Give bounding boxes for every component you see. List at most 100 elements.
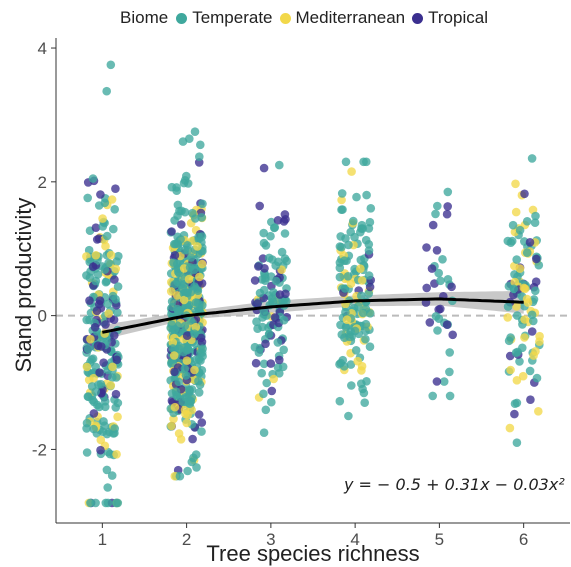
- point-temperate: [364, 271, 374, 280]
- point-temperate: [267, 397, 276, 407]
- point-temperate: [113, 308, 122, 317]
- point-mediterranean: [107, 195, 117, 204]
- point-temperate: [197, 232, 207, 241]
- point-temperate: [83, 392, 93, 401]
- point-mediterranean: [169, 351, 179, 360]
- point-temperate: [99, 417, 108, 426]
- point-temperate: [351, 346, 361, 355]
- x-tick-label: 4: [350, 530, 359, 549]
- point-temperate: [346, 360, 356, 369]
- point-mediterranean: [515, 264, 525, 273]
- point-temperate: [102, 231, 112, 241]
- point-tropical: [89, 409, 99, 418]
- point-temperate: [273, 338, 283, 347]
- point-temperate: [362, 377, 371, 386]
- point-temperate: [361, 319, 371, 329]
- x-tick-label: 5: [435, 530, 444, 549]
- point-tropical: [532, 254, 541, 264]
- point-tropical: [92, 235, 102, 244]
- point-temperate: [180, 176, 190, 185]
- point-temperate: [175, 471, 185, 481]
- legend-swatch-tropical: [412, 12, 424, 24]
- point-mediterranean: [518, 371, 528, 381]
- point-mediterranean: [519, 283, 529, 293]
- point-temperate: [258, 322, 267, 332]
- point-temperate: [91, 498, 100, 508]
- point-mediterranean: [183, 410, 192, 420]
- axes-layer: -2 0 2 4 1 2 3 4 5 6: [32, 38, 570, 549]
- x-tick-label: 6: [519, 530, 528, 549]
- point-temperate: [195, 152, 204, 161]
- point-tropical: [428, 220, 438, 230]
- point-mediterranean: [91, 251, 101, 260]
- point-temperate: [358, 224, 368, 233]
- point-tropical: [90, 323, 100, 332]
- point-temperate: [261, 405, 271, 415]
- point-tropical: [196, 333, 206, 343]
- point-temperate: [433, 201, 442, 211]
- point-temperate: [532, 373, 542, 383]
- point-mediterranean: [357, 366, 366, 375]
- point-temperate: [341, 157, 351, 167]
- point-temperate: [344, 240, 353, 250]
- point-temperate: [364, 289, 374, 298]
- point-temperate: [522, 217, 532, 226]
- point-temperate: [194, 376, 203, 386]
- point-temperate: [173, 277, 182, 287]
- point-temperate: [183, 245, 192, 255]
- point-mediterranean: [166, 287, 176, 296]
- point-tropical: [170, 367, 179, 377]
- point-temperate: [255, 288, 265, 298]
- legend: Biome Temperate Mediterranean Tropical: [120, 6, 495, 30]
- point-temperate: [337, 189, 347, 198]
- x-axis-label: Tree species richness: [206, 541, 420, 566]
- point-temperate: [190, 282, 199, 291]
- point-tropical: [177, 220, 186, 229]
- point-temperate: [362, 190, 371, 200]
- point-mediterranean: [357, 276, 367, 285]
- point-tropical: [273, 216, 283, 225]
- point-temperate: [183, 466, 192, 476]
- point-temperate: [89, 424, 98, 434]
- point-tropical: [365, 282, 375, 292]
- point-temperate: [361, 326, 370, 336]
- point-mediterranean: [108, 362, 117, 372]
- point-temperate: [171, 387, 181, 397]
- point-temperate: [341, 307, 350, 317]
- point-temperate: [254, 348, 264, 357]
- point-temperate: [83, 344, 93, 354]
- point-tropical: [170, 251, 180, 260]
- point-temperate: [515, 225, 525, 235]
- point-temperate: [438, 254, 447, 264]
- point-mediterranean: [511, 179, 520, 189]
- point-tropical: [422, 243, 431, 252]
- point-temperate: [335, 396, 345, 406]
- point-temperate: [346, 227, 356, 237]
- point-mediterranean: [534, 407, 543, 416]
- point-mediterranean: [356, 264, 365, 274]
- point-tropical: [275, 290, 285, 299]
- point-temperate: [191, 450, 201, 459]
- point-temperate: [169, 258, 178, 268]
- point-temperate: [431, 312, 441, 321]
- point-temperate: [95, 402, 104, 412]
- legend-item-temperate: Temperate: [176, 8, 273, 28]
- point-tropical: [510, 409, 519, 419]
- point-temperate: [112, 373, 121, 382]
- point-mediterranean: [86, 334, 95, 344]
- point-mediterranean: [104, 309, 113, 318]
- point-tropical: [275, 355, 284, 365]
- point-tropical: [197, 418, 207, 427]
- point-temperate: [173, 264, 183, 273]
- point-temperate: [530, 218, 540, 227]
- point-temperate: [188, 208, 197, 218]
- point-temperate: [113, 282, 123, 291]
- point-tropical: [448, 330, 458, 340]
- point-tropical: [531, 277, 541, 287]
- point-tropical: [95, 368, 104, 377]
- point-temperate: [111, 403, 120, 412]
- point-tropical: [520, 189, 529, 199]
- point-mediterranean: [520, 333, 529, 342]
- point-temperate: [103, 498, 113, 508]
- point-temperate: [512, 311, 522, 320]
